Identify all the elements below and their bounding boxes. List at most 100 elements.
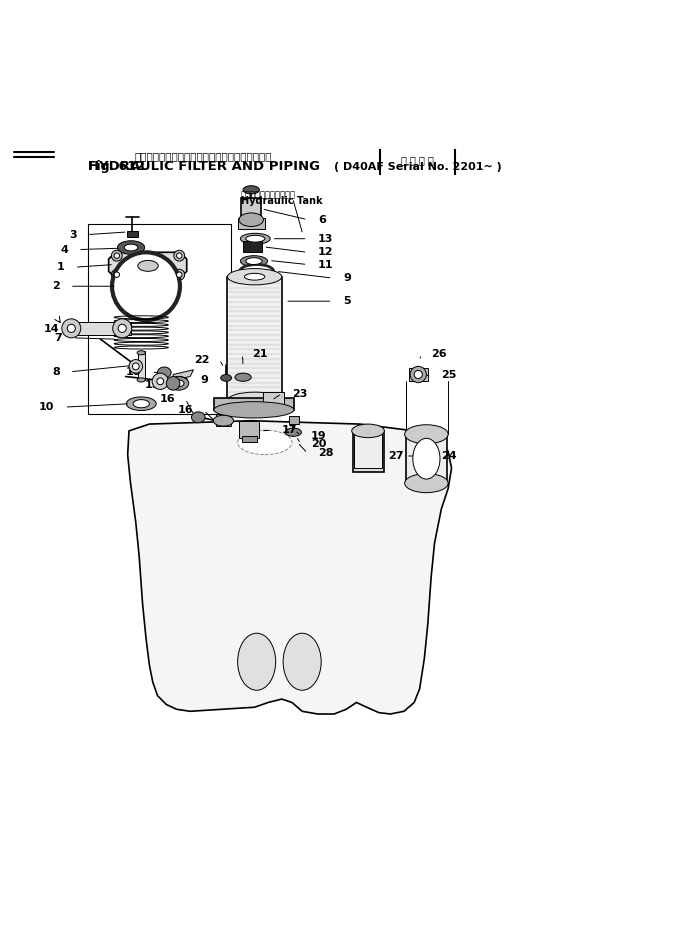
Circle shape [112,253,180,320]
Ellipse shape [246,257,262,264]
Ellipse shape [124,244,138,251]
Polygon shape [173,370,194,380]
Bar [88,224,231,414]
Text: 6: 6 [318,215,326,225]
Text: 14: 14 [44,324,60,334]
Circle shape [111,269,122,280]
Ellipse shape [214,402,294,418]
Circle shape [410,367,426,383]
Text: 16: 16 [178,406,194,415]
Text: Hydraulic Tank: Hydraulic Tank [241,196,323,206]
Text: ハイドロリック　フィルタ　および　パイピング: ハイドロリック フィルタ および パイピング [135,151,272,161]
Text: 25: 25 [441,370,457,379]
Ellipse shape [221,374,232,381]
Ellipse shape [405,425,448,444]
Ellipse shape [131,256,165,275]
Circle shape [122,262,170,310]
Ellipse shape [240,256,268,267]
Ellipse shape [173,380,184,387]
Text: 7: 7 [55,332,62,343]
Text: 10: 10 [39,402,54,412]
Text: 2: 2 [52,281,60,292]
Bar [263,392,284,408]
Circle shape [129,359,143,373]
Text: 3: 3 [69,230,77,239]
Ellipse shape [235,373,251,381]
Text: HYDRAULIC FILTER AND PIPING: HYDRAULIC FILTER AND PIPING [88,160,320,173]
Bar [241,198,261,219]
Bar [242,436,257,443]
Bar [243,241,262,253]
Circle shape [177,272,182,277]
Ellipse shape [158,367,171,378]
Ellipse shape [405,474,448,493]
Bar [138,352,145,380]
Bar [289,416,299,424]
Text: 13: 13 [318,234,333,244]
Ellipse shape [191,412,205,423]
Text: 21: 21 [253,350,268,359]
Text: ( D40AF Serial No. 2201~ ): ( D40AF Serial No. 2201~ ) [333,162,502,172]
Text: 15: 15 [144,380,160,390]
Text: 1: 1 [57,262,65,273]
Circle shape [132,363,139,370]
Text: 適 用 号 機: 適 用 号 機 [401,156,434,165]
Bar [214,398,294,409]
Text: 4: 4 [60,244,68,255]
Ellipse shape [239,213,263,226]
Circle shape [177,253,182,258]
Circle shape [174,250,185,261]
Circle shape [114,272,120,277]
Ellipse shape [137,351,145,354]
Text: 27: 27 [388,451,404,461]
Text: 23: 23 [292,389,308,398]
Bar [409,368,428,381]
Text: 9: 9 [343,273,351,283]
Circle shape [152,373,168,390]
Text: 24: 24 [441,451,457,461]
Ellipse shape [240,264,274,278]
Polygon shape [109,253,187,278]
Ellipse shape [283,634,321,691]
Circle shape [111,250,122,261]
Ellipse shape [213,415,234,427]
Ellipse shape [285,428,301,436]
Ellipse shape [126,397,156,410]
Text: 8: 8 [52,367,60,377]
Circle shape [62,319,81,338]
Bar [227,276,282,400]
Ellipse shape [117,240,145,255]
Bar [238,218,265,229]
Text: 26: 26 [431,350,447,359]
Circle shape [414,370,422,379]
Ellipse shape [133,400,149,408]
Bar [406,434,447,484]
Bar [127,231,138,238]
Ellipse shape [238,430,292,455]
Circle shape [157,378,164,385]
Circle shape [118,324,126,332]
Text: 9: 9 [200,375,208,385]
Ellipse shape [243,186,259,194]
Text: 16: 16 [160,394,175,404]
Bar [239,421,259,438]
Text: ハイドロリック　タンク: ハイドロリック タンク [241,191,296,200]
Bar [67,321,131,335]
Text: 11: 11 [318,259,333,270]
Ellipse shape [227,269,282,285]
Ellipse shape [246,236,265,242]
Circle shape [174,269,185,280]
Bar [354,434,382,468]
Text: 19: 19 [311,430,327,441]
Text: Fig. 612: Fig. 612 [88,160,145,173]
Ellipse shape [413,438,440,479]
Ellipse shape [244,274,265,280]
Polygon shape [128,421,452,714]
Ellipse shape [352,424,384,438]
Text: 18: 18 [126,367,141,377]
Ellipse shape [227,392,282,408]
Ellipse shape [240,234,270,244]
Circle shape [67,324,75,332]
Text: 17: 17 [282,426,297,435]
Ellipse shape [168,376,189,390]
